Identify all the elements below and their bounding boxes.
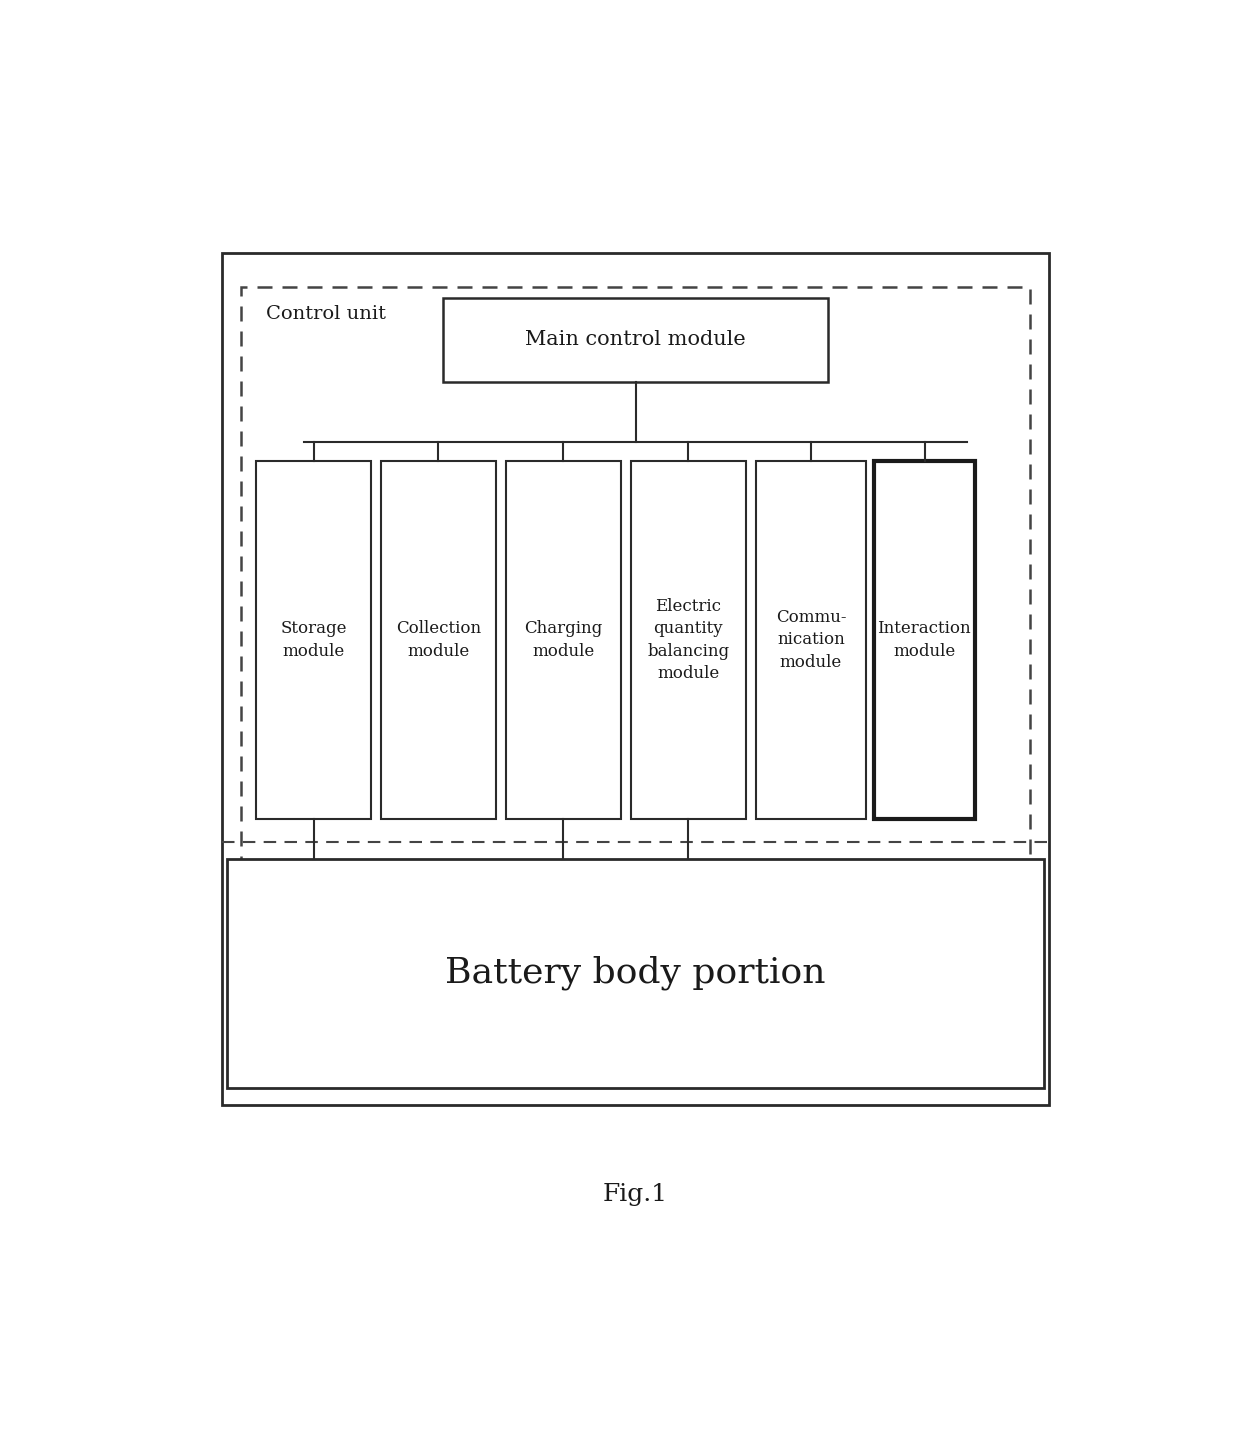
- Text: Main control module: Main control module: [525, 331, 746, 349]
- Bar: [444, 298, 828, 381]
- Text: Storage
module: Storage module: [280, 620, 347, 660]
- Text: Charging
module: Charging module: [525, 620, 603, 660]
- Bar: [631, 460, 746, 820]
- Bar: [874, 460, 975, 820]
- Text: Battery body portion: Battery body portion: [445, 955, 826, 990]
- Text: Fig.1: Fig.1: [603, 1184, 668, 1207]
- Bar: [242, 287, 1029, 914]
- Text: Interaction
module: Interaction module: [878, 620, 971, 660]
- Bar: [755, 460, 866, 820]
- Bar: [506, 460, 621, 820]
- Bar: [381, 460, 496, 820]
- Text: Commu-
nication
module: Commu- nication module: [776, 609, 846, 671]
- Text: Control unit: Control unit: [265, 304, 386, 323]
- Text: Electric
quantity
balancing
module: Electric quantity balancing module: [647, 598, 729, 681]
- Bar: [222, 253, 1049, 1105]
- Bar: [227, 859, 1044, 1089]
- Bar: [255, 460, 371, 820]
- Text: Collection
module: Collection module: [396, 620, 481, 660]
